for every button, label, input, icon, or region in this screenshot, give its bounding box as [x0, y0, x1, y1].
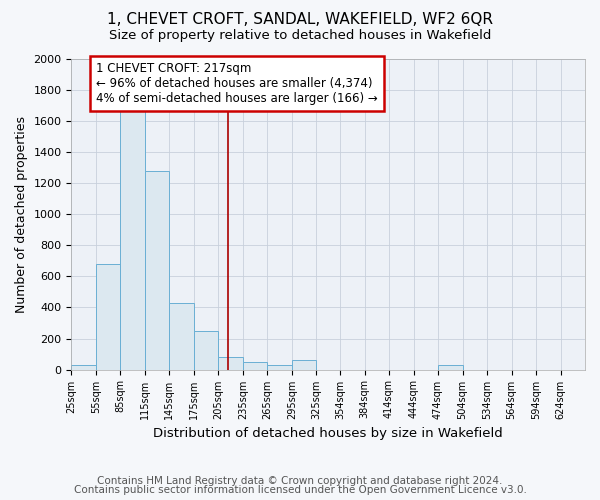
Bar	[121, 74, 145, 370]
Text: 1 CHEVET CROFT: 217sqm
← 96% of detached houses are smaller (4,374)
4% of semi-d: 1 CHEVET CROFT: 217sqm ← 96% of detached…	[96, 62, 377, 105]
Bar	[71, 365, 96, 370]
Bar	[169, 303, 194, 370]
Bar	[243, 362, 268, 370]
Text: Contains HM Land Registry data © Crown copyright and database right 2024.: Contains HM Land Registry data © Crown c…	[97, 476, 503, 486]
Bar	[218, 357, 243, 370]
Y-axis label: Number of detached properties: Number of detached properties	[15, 116, 28, 313]
Text: Contains public sector information licensed under the Open Government Licence v3: Contains public sector information licen…	[74, 485, 526, 495]
Bar	[194, 330, 218, 370]
X-axis label: Distribution of detached houses by size in Wakefield: Distribution of detached houses by size …	[154, 427, 503, 440]
Bar	[145, 171, 169, 370]
Text: Size of property relative to detached houses in Wakefield: Size of property relative to detached ho…	[109, 29, 491, 42]
Bar	[438, 365, 463, 370]
Text: 1, CHEVET CROFT, SANDAL, WAKEFIELD, WF2 6QR: 1, CHEVET CROFT, SANDAL, WAKEFIELD, WF2 …	[107, 12, 493, 28]
Bar	[292, 360, 316, 370]
Bar	[96, 264, 121, 370]
Bar	[268, 365, 292, 370]
